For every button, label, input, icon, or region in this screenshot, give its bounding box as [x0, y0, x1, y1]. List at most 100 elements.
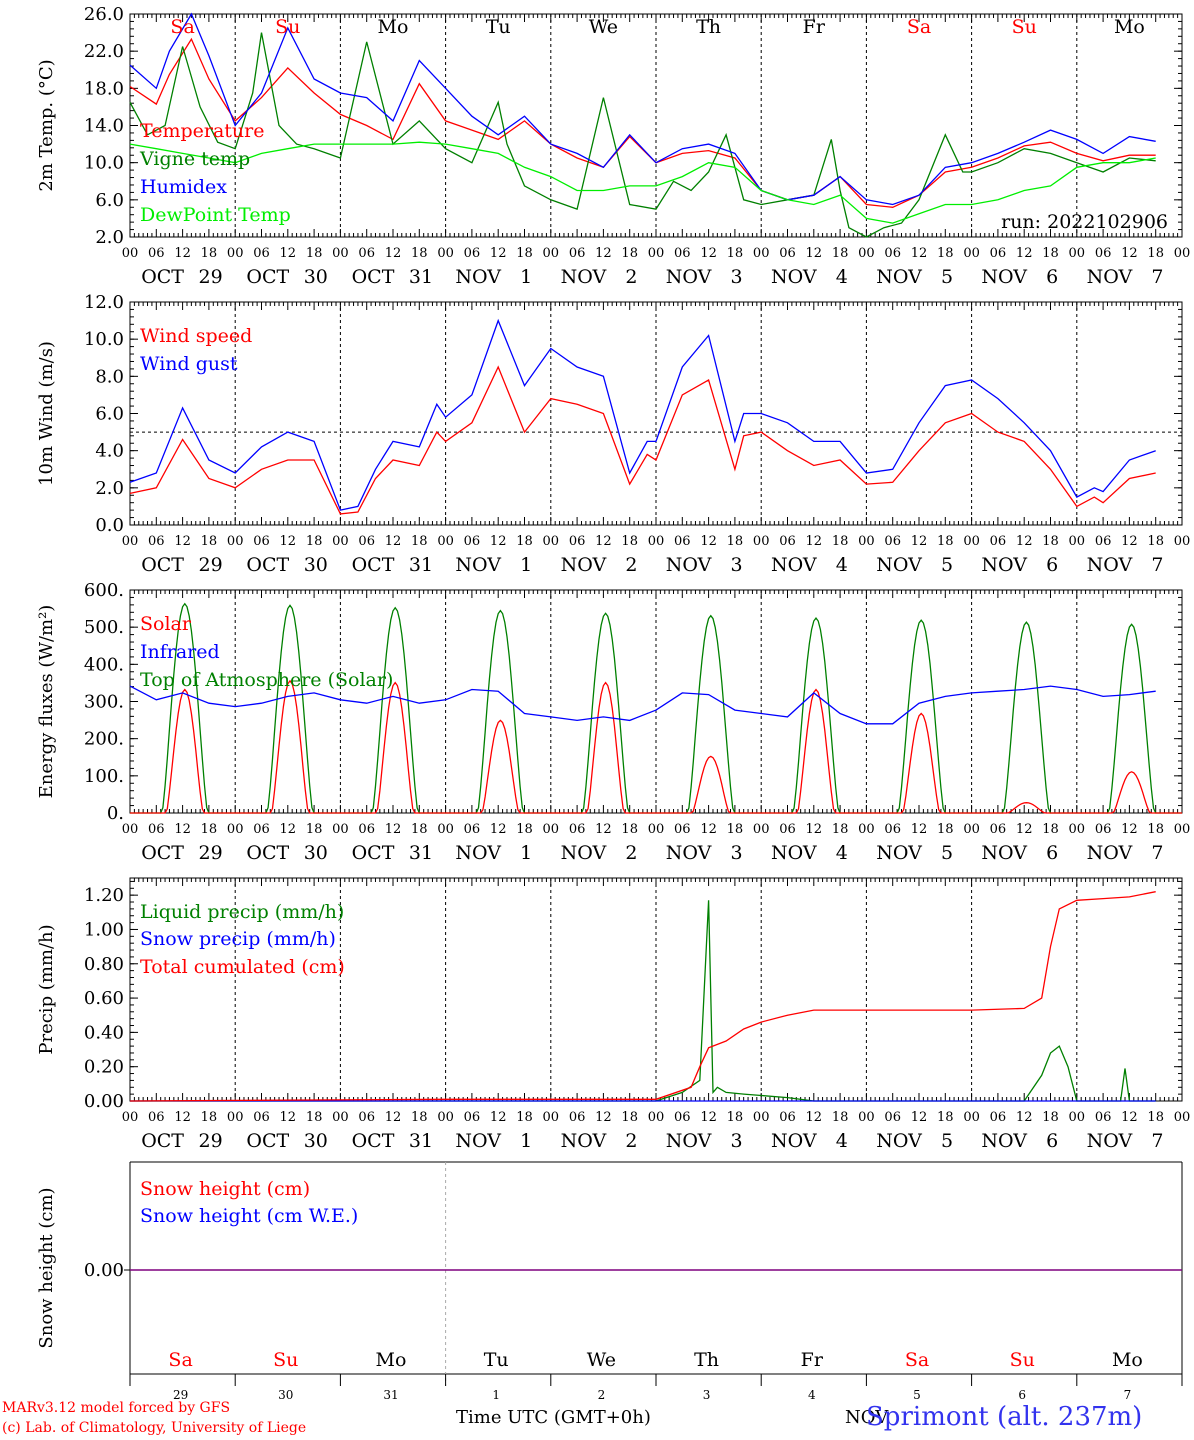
hour-tick-label: 18	[1042, 822, 1059, 837]
weekday-label-top: Mo	[1114, 16, 1145, 38]
date-day-label: 1	[520, 1130, 532, 1152]
y-axis-label: 10m Wind (m/s)	[36, 341, 57, 486]
y-tick-label: 26.0	[84, 4, 124, 25]
hour-tick-label: 06	[990, 1110, 1007, 1125]
date-day-label: 29	[199, 266, 223, 288]
y-tick-label: 1.20	[84, 885, 124, 906]
hour-tick-label: 12	[700, 1110, 717, 1125]
date-day-label: 5	[941, 554, 953, 576]
hour-tick-label: 00	[1174, 1110, 1191, 1125]
date-month-label: OCT	[352, 266, 395, 288]
weekday-label-bottom: Tu	[484, 1349, 509, 1371]
hour-tick-label: 06	[779, 534, 796, 549]
month-label: NOV	[845, 1407, 889, 1428]
y-tick-label: 8.0	[95, 366, 124, 387]
hour-tick-label: 06	[990, 822, 1007, 837]
hour-tick-label: 18	[516, 822, 533, 837]
y-tick-label: 18.0	[84, 78, 124, 99]
hour-tick-label: 18	[201, 534, 218, 549]
day-number-label: 29	[173, 1388, 188, 1402]
date-day-label: 4	[836, 1130, 848, 1152]
hour-tick-label: 00	[1174, 534, 1191, 549]
weekday-label-top: Sa	[907, 16, 931, 38]
hour-tick-label: 18	[832, 1110, 849, 1125]
date-day-label: 1	[520, 554, 532, 576]
day-number-label: 2	[598, 1388, 606, 1402]
legend-top-of-atmosphere-solar-: Top of Atmosphere (Solar)	[140, 669, 393, 691]
hour-tick-label: 18	[727, 822, 744, 837]
hour-tick-label: 18	[937, 1110, 954, 1125]
hour-tick-label: 00	[858, 534, 875, 549]
date-day-label: 29	[199, 1130, 223, 1152]
legend-temperature: Temperature	[140, 120, 264, 142]
date-day-label: 31	[409, 1130, 433, 1152]
date-month-label: NOV	[771, 266, 817, 288]
hour-tick-label: 12	[280, 246, 297, 261]
hour-tick-label: 00	[437, 246, 454, 261]
hour-tick-label: 18	[937, 246, 954, 261]
date-month-label: OCT	[246, 266, 289, 288]
hour-tick-label: 00	[963, 534, 980, 549]
legend-dewpoint-temp: DewPoint Temp	[140, 204, 291, 226]
hour-tick-label: 12	[280, 534, 297, 549]
hour-tick-label: 00	[1069, 822, 1086, 837]
hour-tick-label: 00	[227, 246, 244, 261]
y-tick-label: 400.	[84, 654, 124, 675]
hour-tick-label: 12	[911, 1110, 928, 1125]
hour-tick-label: 12	[595, 1110, 612, 1125]
date-month-label: NOV	[561, 266, 607, 288]
hour-tick-label: 12	[595, 246, 612, 261]
y-tick-label: 300.	[84, 692, 124, 713]
hour-tick-label: 06	[148, 246, 165, 261]
hour-tick-label: 18	[1147, 1110, 1164, 1125]
hour-tick-label: 06	[464, 822, 481, 837]
date-month-label: NOV	[666, 842, 712, 864]
date-day-label: 6	[1046, 266, 1058, 288]
hour-tick-label: 06	[779, 1110, 796, 1125]
hour-tick-label: 00	[543, 534, 560, 549]
day-number-label: 1	[492, 1388, 500, 1402]
hour-tick-label: 06	[884, 246, 901, 261]
hour-tick-label: 12	[490, 246, 507, 261]
date-day-label: 30	[304, 1130, 328, 1152]
weekday-label-bottom: Mo	[1112, 1349, 1143, 1371]
date-month-label: NOV	[876, 554, 922, 576]
series-line-total-cumulated-cm-	[129, 891, 1156, 1102]
plot-frame-1	[129, 301, 1183, 526]
hour-tick-label: 12	[595, 534, 612, 549]
hour-tick-label: 12	[911, 246, 928, 261]
hour-tick-label: 18	[621, 822, 638, 837]
hour-tick-label: 06	[464, 1110, 481, 1125]
hour-tick-label: 00	[437, 534, 454, 549]
date-month-label: NOV	[981, 1130, 1027, 1152]
day-number-label: 3	[703, 1388, 711, 1402]
hour-tick-label: 00	[648, 1110, 665, 1125]
hour-tick-label: 12	[1016, 246, 1033, 261]
hour-tick-label: 06	[674, 534, 691, 549]
hour-tick-label: 06	[148, 534, 165, 549]
date-day-label: 6	[1046, 842, 1058, 864]
date-day-label: 7	[1151, 842, 1163, 864]
station-label: Sprimont (alt. 237m)	[866, 1402, 1143, 1432]
date-day-label: 5	[941, 1130, 953, 1152]
hour-tick-label: 06	[1095, 822, 1112, 837]
date-day-label: 30	[304, 842, 328, 864]
hour-tick-label: 00	[1069, 1110, 1086, 1125]
hour-tick-label: 06	[1095, 1110, 1112, 1125]
y-tick-label: 0.	[107, 803, 124, 824]
hour-tick-label: 06	[148, 1110, 165, 1125]
hour-tick-label: 06	[674, 822, 691, 837]
date-day-label: 7	[1151, 266, 1163, 288]
date-month-label: NOV	[771, 842, 817, 864]
hour-tick-label: 18	[306, 534, 323, 549]
day-number-label: 31	[383, 1388, 398, 1402]
date-month-label: NOV	[455, 842, 501, 864]
hour-tick-label: 06	[253, 246, 270, 261]
hour-tick-label: 12	[1121, 822, 1138, 837]
hour-tick-label: 18	[937, 822, 954, 837]
hour-tick-label: 00	[543, 1110, 560, 1125]
weekday-label-bottom: Sa	[905, 1349, 929, 1371]
y-tick-label: 2.0	[95, 227, 124, 248]
date-day-label: 31	[409, 554, 433, 576]
date-month-label: OCT	[352, 554, 395, 576]
